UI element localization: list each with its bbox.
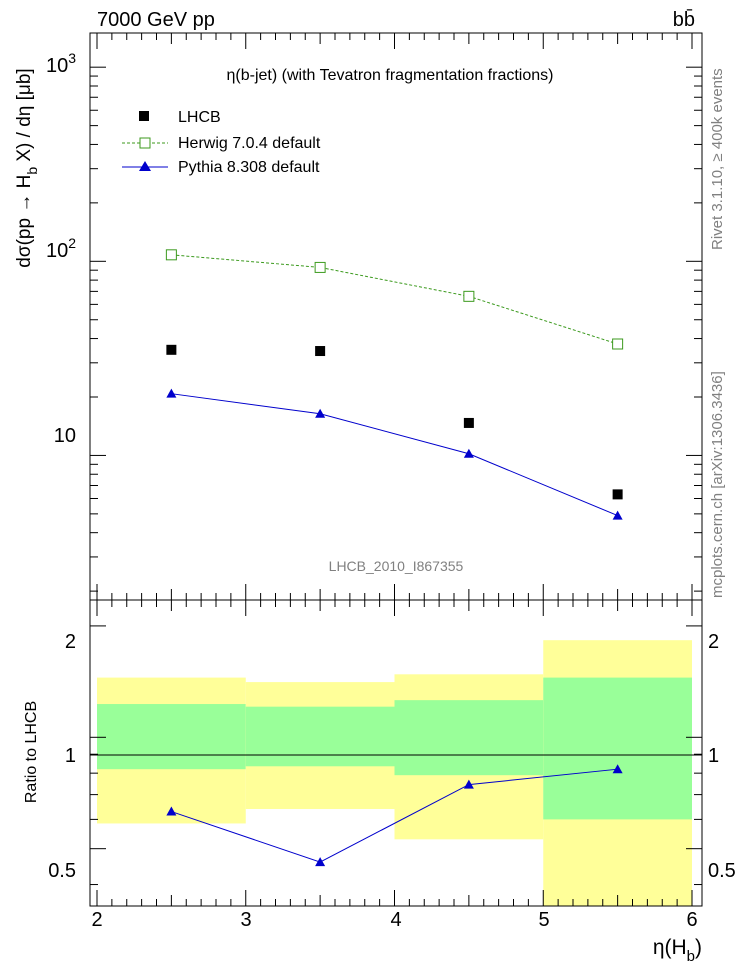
ratio-tick-label-1: 1 [65, 745, 76, 767]
lhcb-data-point [463, 417, 474, 428]
ratio-inner-band [97, 704, 246, 770]
herwig-marker [314, 261, 326, 273]
herwig-marker [612, 338, 624, 350]
ratio-tick-label-right-2: 2 [708, 631, 719, 653]
legend-entry-lhcb: LHCB [139, 109, 221, 126]
x-tick-label-6: 6 [686, 909, 697, 931]
pythia-marker [166, 388, 177, 398]
ratio-inner-band [245, 706, 395, 767]
header-right: bb̄ [673, 8, 695, 31]
pythia-ratio-marker [315, 857, 326, 867]
ratio-inner-band [543, 677, 692, 820]
herwig-line [171, 254, 618, 345]
main-y-axis-label: dσ(pp → Hb X) / dη [μb] [14, 68, 40, 267]
y-tick-label-100: 102 [46, 235, 76, 262]
side-label-rivet: Rivet 3.1.10, ≥ 400k events [709, 68, 726, 250]
y-tick-label-1000: 103 [46, 50, 76, 77]
herwig-marker [165, 249, 177, 261]
ratio-series [166, 764, 623, 867]
x-axis-label: η(Hb) [653, 936, 702, 965]
legend: LHCB Herwig 7.0.4 default Pythia 8.308 d… [122, 109, 321, 176]
ratio-y-axis-label: Ratio to LHCB [23, 701, 40, 803]
ratio-panel-frame [89, 599, 703, 907]
ratio-ticks [90, 600, 702, 906]
header-left: 7000 GeV pp [97, 9, 215, 31]
main-y-ticks [90, 33, 702, 600]
pythia-marker [463, 448, 474, 458]
ratio-inner-band [394, 700, 544, 776]
main-y-tick-labels: 10 102 103 [46, 50, 76, 447]
y-tick-label-10: 10 [54, 425, 76, 447]
x-tick-labels: 2 3 4 5 6 [91, 909, 697, 931]
pythia-ratio-marker [612, 764, 623, 774]
x-tick-label-2: 2 [91, 909, 102, 931]
main-title: η(b-jet) (with Tevatron fragmentation fr… [227, 67, 554, 84]
ratio-tick-label-right-1: 1 [708, 745, 719, 767]
legend-marker-lhcb [139, 111, 149, 121]
main-series [165, 249, 624, 520]
ratio-y-tick-labels-right: 0.5 1 2 [708, 631, 736, 882]
legend-entry-herwig: Herwig 7.0.4 default [122, 135, 321, 152]
x-tick-label-5: 5 [538, 909, 549, 931]
pythia-ratio-marker [166, 806, 177, 816]
side-label-mcplots: mcplots.cern.ch [arXiv:1306.3436] [709, 371, 726, 598]
pythia-ratio-line [171, 768, 618, 863]
legend-label-pythia: Pythia 8.308 default [178, 159, 320, 176]
herwig-marker [463, 290, 475, 302]
ratio-bands [97, 640, 692, 906]
ratio-tick-label-right-0.5: 0.5 [708, 860, 736, 882]
pythia-marker [315, 408, 326, 418]
ratio-y-tick-labels-left: 0.5 1 2 [48, 631, 76, 882]
x-tick-label-3: 3 [240, 909, 251, 931]
x-tick-label-4: 4 [390, 909, 401, 931]
legend-label-lhcb: LHCB [178, 109, 221, 126]
legend-marker-pythia [139, 161, 151, 171]
legend-label-herwig: Herwig 7.0.4 default [178, 135, 321, 152]
ratio-tick-label-2: 2 [65, 631, 76, 653]
legend-entry-pythia: Pythia 8.308 default [122, 159, 320, 176]
lhcb-data-point [612, 489, 623, 500]
pythia-line [171, 393, 618, 517]
lhcb-data-point [166, 344, 177, 355]
pythia-marker [612, 510, 623, 520]
legend-marker-herwig [139, 137, 151, 149]
main-watermark: LHCB_2010_I867355 [329, 558, 464, 574]
lhcb-data-point [315, 346, 326, 357]
pythia-ratio-marker [463, 779, 474, 789]
ratio-tick-label-0.5: 0.5 [48, 860, 76, 882]
